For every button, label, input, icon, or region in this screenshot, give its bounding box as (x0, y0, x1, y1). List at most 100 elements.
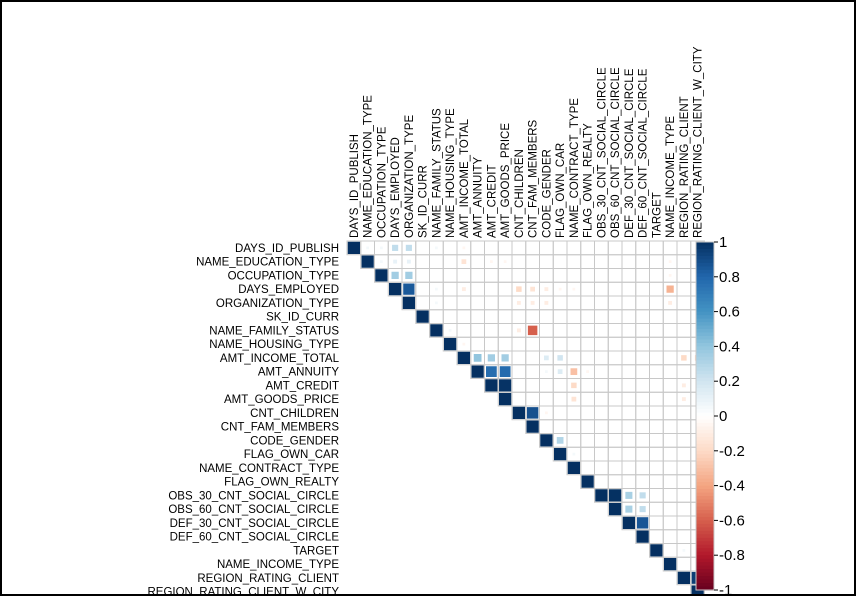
grid-cell (594, 405, 609, 421)
corr-square (503, 260, 507, 263)
colorbar-segment (696, 558, 714, 563)
grid-cell (662, 515, 678, 531)
corr-square (375, 269, 388, 282)
colorbar-segment (696, 259, 714, 264)
grid-cell (662, 529, 678, 544)
row-label: DAYS_ID_PUBLISH (235, 243, 339, 255)
corr-square (622, 516, 635, 529)
grid-cell (607, 391, 623, 407)
grid-cell (607, 323, 623, 338)
grid-cell (525, 240, 540, 256)
grid-cell (511, 240, 527, 256)
grid-cell (649, 391, 664, 407)
grid-cell (566, 254, 582, 269)
grid-cell (470, 240, 485, 256)
grid-cell (580, 281, 595, 297)
colorbar-segment (696, 471, 714, 476)
grid-cell (676, 323, 692, 338)
grid-cell (552, 378, 568, 393)
grid-cell (621, 336, 637, 352)
colorbar-segment (696, 315, 714, 320)
column-label: NAME_FAMILY_STATUS (431, 108, 443, 238)
corr-square (544, 300, 549, 305)
corr-square (636, 517, 649, 529)
grid-cell (621, 309, 637, 324)
grid-cell (594, 474, 609, 489)
grid-cell (470, 254, 485, 269)
corr-square (681, 355, 687, 361)
grid-cell (566, 405, 582, 421)
grid-cell (580, 350, 595, 366)
corr-square (668, 300, 673, 305)
grid-cell (649, 268, 664, 283)
row-label: NAME_EDUCATION_TYPE (196, 257, 339, 269)
grid-cell (484, 309, 499, 324)
grid-cell (511, 364, 527, 379)
grid-cell (497, 295, 513, 311)
grid-cell (456, 323, 472, 338)
column-label: CNT_CHILDREN (514, 149, 526, 238)
grid-cell (676, 295, 692, 311)
grid-cell (580, 391, 595, 407)
corr-square (650, 544, 663, 557)
corr-square (347, 241, 360, 254)
grid-cell (594, 240, 609, 256)
colorbar-segment (696, 433, 714, 438)
colorbar-segment (696, 419, 714, 424)
grid-cell (607, 281, 623, 297)
colorbar-segment (696, 276, 714, 281)
corr-square (545, 411, 548, 415)
corr-square (516, 300, 521, 305)
column-label: CODE_GENDER (541, 149, 553, 238)
grid-cell (635, 419, 650, 434)
row-label: OBS_30_CNT_SOCIAL_CIRCLE (168, 490, 339, 502)
corr-square (636, 530, 649, 543)
grid-cell (470, 309, 485, 324)
grid-cell (594, 323, 609, 338)
grid-cell (649, 501, 664, 517)
grid-cell (580, 254, 595, 269)
corr-square (557, 369, 563, 374)
grid-cell (621, 460, 637, 476)
grid-cell (662, 446, 678, 462)
colorbar-segment (696, 280, 714, 285)
corr-square (666, 285, 674, 293)
grid-cell (662, 488, 678, 503)
grid-cell (649, 446, 664, 462)
column-label: CNT_FAM_MEMBERS (528, 119, 540, 238)
grid-cell (456, 268, 472, 283)
row-label: AMT_GOODS_PRICE (224, 394, 339, 406)
corr-square (461, 287, 466, 292)
grid-cell (497, 240, 513, 256)
grid-cell (429, 268, 444, 283)
colorbar-segment (696, 346, 714, 351)
row-label: REGION_RATING_CLIENT (197, 573, 339, 585)
grid-cell (676, 488, 692, 503)
colorbar-segment (696, 332, 714, 337)
row-label: DAYS_EMPLOYED (238, 284, 339, 296)
column-label: FLAG_OWN_CAR (555, 143, 567, 238)
colorbar-segment (696, 283, 714, 288)
grid-cell (442, 309, 458, 324)
corr-square (405, 271, 413, 279)
grid-cell (621, 474, 637, 489)
grid-cell (621, 254, 637, 269)
colorbar-segment (696, 248, 714, 254)
corr-square (391, 271, 399, 279)
grid-cell (649, 323, 664, 338)
colorbar-tick-label: 0.8 (719, 269, 740, 286)
colorbar-segment (696, 349, 714, 354)
colorbar-segment (696, 429, 714, 434)
grid-cell (594, 433, 609, 448)
colorbar-segment (696, 489, 714, 494)
colorbar-segment (696, 353, 714, 358)
grid-cell (662, 543, 678, 558)
grid-cell (649, 350, 664, 366)
corr-square (639, 492, 646, 499)
grid-cell (662, 323, 678, 338)
corr-square (430, 324, 443, 337)
grid-cell (662, 336, 678, 352)
column-label: SK_ID_CURR (418, 165, 430, 238)
corr-square (448, 329, 452, 332)
grid-cell (621, 240, 637, 256)
